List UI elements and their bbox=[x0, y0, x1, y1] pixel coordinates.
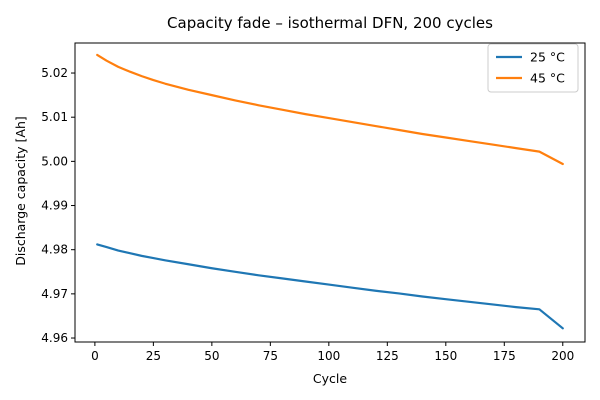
x-tick-label: 50 bbox=[204, 349, 219, 363]
y-tick-label: 4.99 bbox=[41, 199, 68, 213]
y-tick-label: 5.01 bbox=[41, 110, 68, 124]
x-tick-label: 200 bbox=[551, 349, 574, 363]
x-tick-label: 150 bbox=[434, 349, 457, 363]
legend: 25 °C 45 °C bbox=[487, 43, 579, 93]
y-axis-title: Discharge capacity [Ah] bbox=[13, 116, 28, 266]
plot-area: 0 25 50 75 100 125 150 175 200 4.96 4.97 4.98 4.99 5.… bbox=[41, 42, 586, 363]
y-tick-label: 4.98 bbox=[41, 243, 68, 257]
y-tick-label: 5.00 bbox=[41, 154, 68, 168]
x-tick-label: 100 bbox=[317, 349, 340, 363]
x-tick-label: 75 bbox=[263, 349, 278, 363]
series-line-45c bbox=[96, 53, 564, 166]
chart-title: Capacity fade – isothermal DFN, 200 cycl… bbox=[167, 14, 493, 32]
x-tick-label: 175 bbox=[493, 349, 516, 363]
legend-label-45c: 45 °C bbox=[530, 71, 565, 86]
x-tick-label: 125 bbox=[376, 349, 399, 363]
y-tick-label: 4.97 bbox=[41, 287, 68, 301]
x-axis-title: Cycle bbox=[313, 371, 347, 386]
axes-frame bbox=[74, 42, 586, 343]
y-tick-label: 4.96 bbox=[41, 331, 68, 345]
legend-label-25c: 25 °C bbox=[530, 50, 565, 65]
x-tick-label: 25 bbox=[146, 349, 161, 363]
y-tick-label: 5.02 bbox=[41, 66, 68, 80]
x-tick-label: 0 bbox=[91, 349, 99, 363]
series-line-25c bbox=[96, 243, 564, 330]
